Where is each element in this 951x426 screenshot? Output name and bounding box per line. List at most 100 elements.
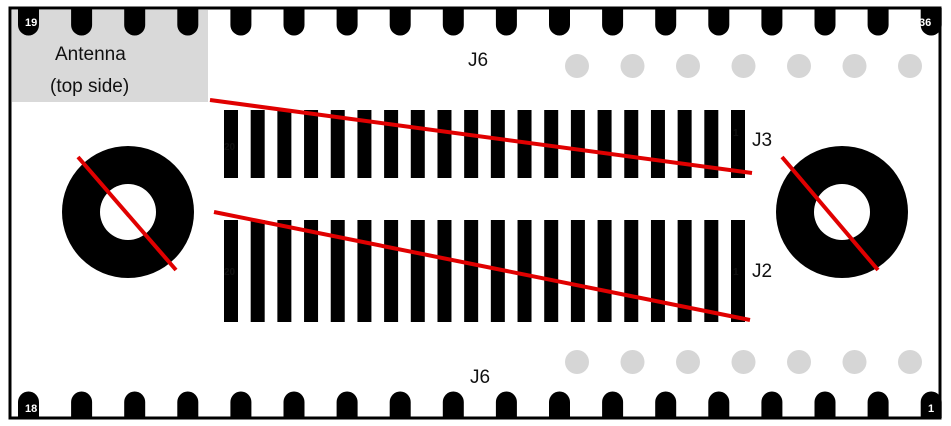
j2-pad (677, 220, 692, 322)
ghost-pin-bottom (787, 350, 811, 374)
j3-pad (277, 110, 292, 178)
cross-line-j3 (209, 98, 753, 175)
j2-pad (277, 220, 292, 322)
j3-pad (570, 110, 585, 178)
j6-bottom-pin (495, 391, 517, 418)
j6-top-pin (761, 8, 783, 36)
j3-first-pin-number: 20 (224, 142, 236, 153)
j6-top-pin (814, 8, 836, 36)
ghost-pin-top (620, 54, 645, 78)
j2-first-pin-number: 20 (224, 267, 236, 278)
j2-pad (464, 220, 479, 322)
ghost-pin-bottom (676, 350, 700, 374)
j6-bottom-right-pin-number: 1 (928, 403, 934, 415)
mounting-hole-right (776, 146, 908, 278)
j2-pad (704, 220, 719, 322)
j3-pad (357, 110, 372, 178)
j6-top-pin (549, 8, 570, 36)
j2-label: J2 (752, 261, 772, 282)
j2-pad (597, 220, 612, 322)
j3-last-pin-number: 1 (733, 128, 739, 139)
j6-bottom-pin (602, 391, 624, 418)
j3-pad (704, 110, 719, 178)
j2-pad (304, 220, 319, 322)
j6-bottom-pin (71, 391, 93, 418)
j6-top-pin (177, 8, 199, 36)
j6-bottom-pin (18, 391, 39, 418)
j3-pad (677, 110, 692, 178)
j3-pad (597, 110, 612, 178)
j6-bottom-pin (655, 391, 677, 418)
j6-top-label: J6 (468, 50, 488, 71)
j3-label: J3 (752, 130, 772, 151)
cross-line-hole-left (76, 155, 178, 272)
j6-bottom-pin (708, 391, 730, 418)
j3-pad (464, 110, 479, 178)
j3-pad (330, 110, 345, 178)
j6-top-pin (655, 8, 677, 36)
j6-top-pin (495, 8, 517, 36)
j2-pad (410, 220, 425, 322)
j6-bottom-pin (761, 391, 783, 418)
j6-bottom-pin (124, 391, 146, 418)
ghost-pin-top (676, 54, 700, 78)
j3-pad (224, 110, 238, 178)
j6-bottom-pin (814, 391, 836, 418)
j6-top-pin (389, 8, 411, 36)
antenna-label-line1: Antenna (55, 44, 126, 65)
j2-pad (437, 220, 452, 322)
j6-bottom-left-pin-number: 18 (25, 403, 37, 415)
ghost-pin-top (898, 54, 922, 78)
j3-pad (304, 110, 319, 178)
j6-top-pin (18, 8, 39, 36)
j6-top-pin (442, 8, 464, 36)
j3-pad (650, 110, 665, 178)
j6-top-pin (920, 8, 942, 36)
j3-pad (250, 110, 265, 178)
j6-top-pin (71, 8, 93, 36)
j6-top-left-pin-number: 19 (25, 17, 37, 29)
j6-top-pins (18, 8, 942, 36)
ghost-pin-bottom (565, 350, 589, 374)
j6-bottom-pin (177, 391, 199, 418)
j6-bottom-pin (549, 391, 570, 418)
j2-pad (357, 220, 372, 322)
j6-top-pin (708, 8, 730, 36)
j2-pad (731, 220, 745, 322)
j6-top-pin (283, 8, 305, 36)
j2-pad (544, 220, 559, 322)
j6-top-right-pin-number: 36 (919, 17, 931, 29)
j3-pad (624, 110, 639, 178)
j2-pad (224, 220, 238, 322)
j6-bottom-pins (18, 391, 942, 418)
ghost-pin-bottom (731, 350, 756, 374)
ghost-pins-top (565, 54, 922, 78)
j2-pad (384, 220, 399, 322)
j2-pad (624, 220, 639, 322)
ghost-pin-bottom (842, 350, 867, 374)
j6-bottom-pin (336, 391, 358, 418)
j2-pad (517, 220, 532, 322)
j6-bottom-pin (389, 391, 411, 418)
ghost-pins-bottom (565, 350, 922, 374)
j6-top-pin (336, 8, 358, 36)
j6-top-pin (602, 8, 624, 36)
antenna-area (12, 10, 208, 102)
j6-top-pin (124, 8, 146, 36)
j6-bottom-label: J6 (470, 367, 490, 388)
j3-pad (384, 110, 399, 178)
j3-pad (490, 110, 505, 178)
ghost-pin-top (842, 54, 867, 78)
ghost-pin-top (731, 54, 756, 78)
cross-line-j2 (213, 210, 751, 322)
j6-bottom-pin (920, 391, 942, 418)
j3-pad (437, 110, 452, 178)
antenna-label-line2: (top side) (50, 76, 129, 97)
cross-line-hole-right (780, 155, 880, 272)
j2-pad (650, 220, 665, 322)
j6-bottom-pin (442, 391, 464, 418)
j6-top-pin (230, 8, 252, 36)
j2-pad (330, 220, 345, 322)
j6-top-pin (867, 8, 889, 36)
